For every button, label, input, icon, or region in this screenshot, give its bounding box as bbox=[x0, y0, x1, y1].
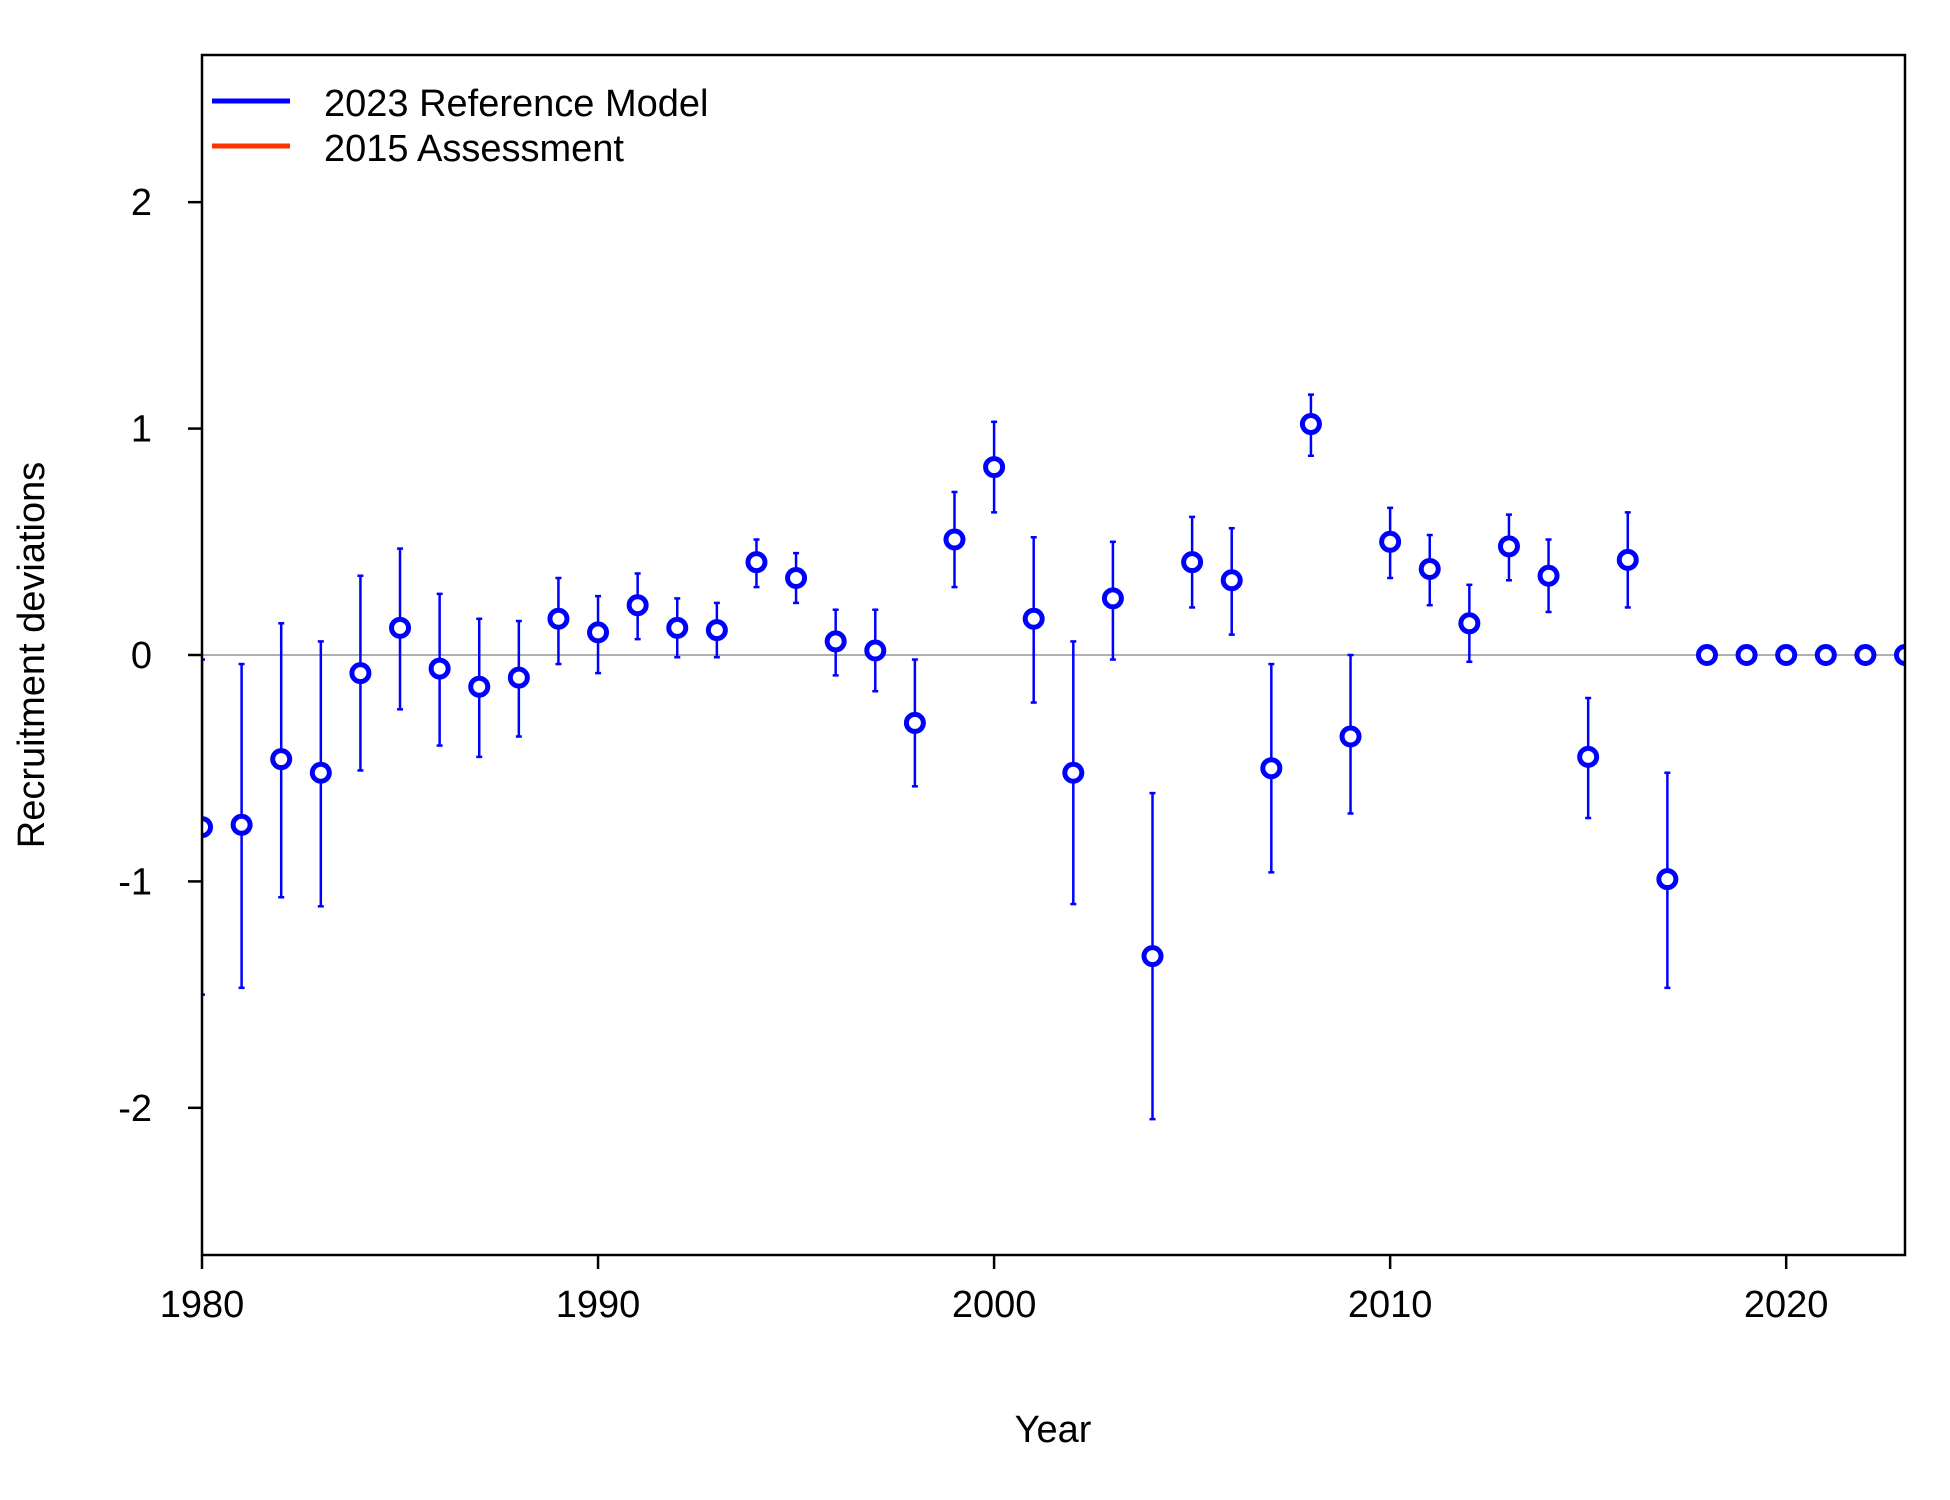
data-point bbox=[903, 711, 926, 734]
data-point bbox=[864, 639, 887, 662]
data-point bbox=[230, 813, 253, 836]
data-point bbox=[1814, 644, 1837, 666]
data-point bbox=[983, 456, 1006, 479]
data-point bbox=[1775, 644, 1798, 666]
data-point bbox=[824, 630, 847, 653]
data-point bbox=[309, 761, 332, 784]
x-tick-label: 2000 bbox=[952, 1284, 1037, 1326]
y-tick-label: 0 bbox=[131, 635, 152, 677]
data-point bbox=[1497, 535, 1520, 558]
y-tick-label: -1 bbox=[118, 861, 152, 903]
data-point bbox=[666, 616, 689, 639]
data-point bbox=[270, 748, 293, 771]
x-tick-label: 1980 bbox=[160, 1284, 245, 1326]
data-point bbox=[1141, 945, 1164, 968]
data-point bbox=[202, 816, 213, 839]
x-tick-label: 2020 bbox=[1744, 1284, 1829, 1326]
legend-label-2015-assessment: 2015 Assessment bbox=[324, 128, 624, 170]
data-point bbox=[943, 528, 966, 551]
series-2023-reference-model bbox=[202, 393, 1905, 1121]
data-point bbox=[1854, 644, 1877, 666]
data-point bbox=[785, 567, 808, 590]
data-point bbox=[1418, 557, 1441, 580]
legend: 2023 Reference Model 2015 Assessment bbox=[212, 83, 708, 170]
x-tick-label: 2010 bbox=[1348, 1284, 1433, 1326]
data-point bbox=[468, 675, 491, 698]
data-point bbox=[1062, 761, 1085, 784]
data-point bbox=[547, 607, 570, 630]
data-point bbox=[507, 666, 530, 689]
data-point bbox=[1260, 757, 1283, 780]
data-point bbox=[745, 551, 768, 574]
x-axis-title: Year bbox=[1015, 1409, 1092, 1451]
data-point bbox=[1894, 644, 1905, 666]
data-point bbox=[1537, 564, 1560, 587]
data-point bbox=[1101, 587, 1124, 610]
data-point bbox=[1339, 725, 1362, 748]
y-axis: -2 -1 0 1 2 bbox=[118, 182, 202, 1130]
x-tick-label: 1990 bbox=[556, 1284, 641, 1326]
data-point bbox=[349, 662, 372, 685]
data-point bbox=[705, 619, 728, 642]
data-point bbox=[1656, 868, 1679, 891]
y-tick-label: -2 bbox=[118, 1088, 152, 1130]
x-axis: 1980 1990 2000 2010 2020 bbox=[160, 1255, 1829, 1326]
y-tick-label: 2 bbox=[131, 182, 152, 224]
data-point bbox=[1577, 745, 1600, 768]
data-point bbox=[1616, 548, 1639, 571]
y-axis-title: Recruitment deviations bbox=[11, 462, 53, 849]
data-point bbox=[587, 621, 610, 644]
data-point bbox=[1695, 644, 1718, 666]
data-point bbox=[1220, 569, 1243, 592]
data-point bbox=[1299, 413, 1322, 436]
data-point bbox=[1379, 530, 1402, 553]
legend-label-2023-reference-model: 2023 Reference Model bbox=[324, 83, 708, 125]
data-point bbox=[1181, 551, 1204, 574]
data-point bbox=[1458, 612, 1481, 635]
data-point bbox=[1022, 607, 1045, 630]
data-point bbox=[626, 594, 649, 617]
data-point bbox=[428, 657, 451, 680]
data-point bbox=[1735, 644, 1758, 666]
data-point bbox=[389, 616, 412, 639]
y-tick-label: 1 bbox=[131, 409, 152, 451]
